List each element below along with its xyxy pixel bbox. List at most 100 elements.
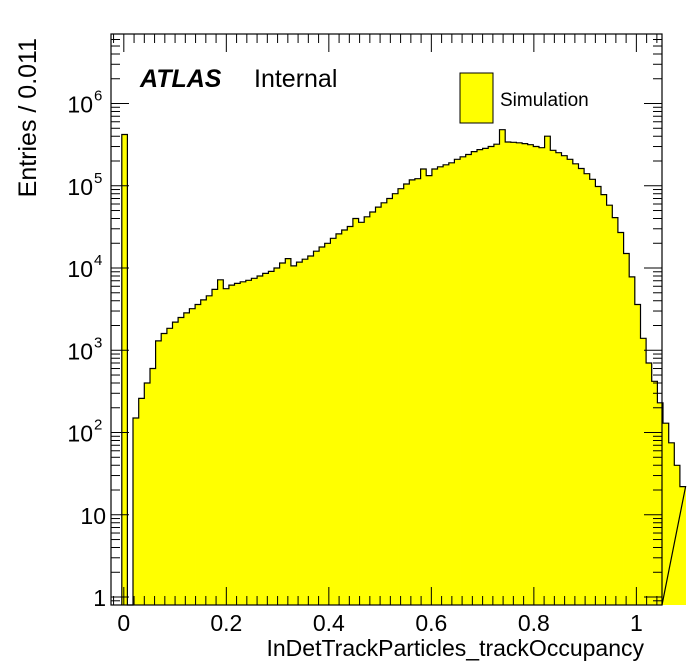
histogram-bar (533, 146, 540, 605)
atlas-bold-label: ATLAS (139, 65, 222, 93)
y-tick-label: 10 (67, 338, 93, 364)
y-tick-exponent: 2 (94, 417, 102, 434)
histogram-bar (567, 159, 574, 606)
histogram-bar (572, 163, 579, 606)
histogram-bar (121, 134, 128, 605)
y-tick-exponent: 4 (94, 252, 102, 269)
histogram-bar (144, 383, 151, 605)
histogram-outline (121, 129, 687, 606)
histogram-bar (544, 136, 551, 605)
histogram-bar (555, 152, 562, 606)
histogram-bar (392, 193, 399, 605)
histogram-bar (172, 322, 179, 605)
histogram-bar (629, 276, 636, 605)
atlas-internal-label: Internal (254, 65, 337, 93)
histogram-bar (651, 381, 658, 605)
histogram-bar (612, 217, 619, 605)
histogram-bar (223, 288, 230, 605)
histogram-bar (617, 232, 624, 605)
histogram-bar (138, 398, 145, 605)
histogram-bar (319, 247, 326, 605)
histogram-bar (324, 243, 331, 605)
histogram-bar (595, 186, 602, 605)
histogram-bar (347, 226, 354, 605)
histogram-bar (409, 179, 416, 605)
histogram-bar (149, 368, 156, 605)
y-tick-label: 10 (80, 503, 106, 529)
histogram-bar (606, 205, 613, 605)
histogram-bar (578, 168, 585, 605)
histogram-bar (358, 222, 365, 605)
histogram-bar (313, 251, 320, 605)
plot-frame-group (110, 33, 663, 606)
histogram-bar (527, 144, 534, 606)
histogram-bar (437, 166, 444, 605)
x-tick-label: 1 (630, 610, 643, 636)
histogram-bar (273, 268, 281, 605)
histogram-bar (211, 289, 219, 605)
histogram-bar (330, 238, 337, 606)
histogram-bar (375, 207, 382, 606)
histogram-bar (398, 188, 405, 605)
histogram-bar (336, 233, 343, 605)
histogram-bar (476, 149, 484, 605)
x-ticks: 0 0.2 0.4 0.6 0.8 1 (113, 34, 658, 636)
histogram-bar (200, 299, 207, 605)
histogram-bar (448, 162, 455, 605)
y-tick-label: 10 (67, 256, 93, 282)
histogram-bar (443, 164, 450, 605)
histogram-bar (561, 155, 568, 605)
histogram-bar (663, 423, 670, 605)
histogram-bar (640, 338, 647, 605)
y-tick-exponent: 6 (94, 88, 102, 105)
legend-entry-simulation: Simulation (500, 90, 589, 111)
histogram-bar (290, 265, 297, 605)
histogram-bar (228, 285, 235, 605)
histogram-bar (493, 144, 500, 606)
histogram-bar (488, 146, 495, 605)
histogram-bar (679, 486, 686, 605)
y-tick-exponent: 5 (94, 170, 102, 187)
histogram-bar (245, 280, 252, 605)
histogram-bar (634, 304, 641, 605)
histogram-bar (538, 147, 546, 606)
histogram-bar (465, 154, 472, 605)
x-tick-label: 0.4 (313, 610, 345, 636)
histogram-bar (307, 255, 314, 606)
legend-swatch (459, 72, 494, 124)
histogram-bar (420, 168, 427, 605)
histogram-bar (133, 418, 140, 605)
histogram-bar (426, 175, 433, 605)
histogram-bar (471, 151, 478, 605)
histogram-bar (279, 263, 286, 605)
histogram-bar (657, 402, 664, 605)
histogram-bar (189, 308, 196, 605)
histogram-bar (522, 143, 529, 606)
histogram-bar (217, 279, 224, 605)
histogram-bar (414, 178, 421, 605)
histogram-bar (601, 194, 608, 605)
histogram-bar (499, 129, 506, 606)
histogram-bar (183, 312, 190, 605)
histogram-bar (482, 148, 489, 605)
histogram-bar (584, 173, 591, 606)
y-tick-exponent: 3 (94, 334, 102, 351)
histogram-bar (178, 317, 185, 605)
histogram-bar (623, 253, 630, 605)
x-tick-label: 0.2 (210, 610, 242, 636)
y-axis-label: Entries / 0.011 (14, 38, 42, 197)
histogram-bar (369, 211, 376, 605)
histogram-bar (302, 259, 309, 605)
histogram-bar (195, 304, 202, 605)
histogram-bar (262, 273, 269, 605)
atlas-label: ATLAS Internal (139, 65, 337, 93)
histogram-bar (386, 198, 393, 605)
histogram-bar (516, 142, 523, 605)
histogram-bar (505, 142, 512, 605)
histogram-bar (550, 150, 557, 605)
x-tick-label: 0 (117, 610, 130, 636)
histogram-bar (454, 159, 461, 606)
histogram-bar (161, 333, 168, 605)
histogram-bar (589, 179, 596, 605)
y-tick-label: 10 (67, 92, 93, 118)
